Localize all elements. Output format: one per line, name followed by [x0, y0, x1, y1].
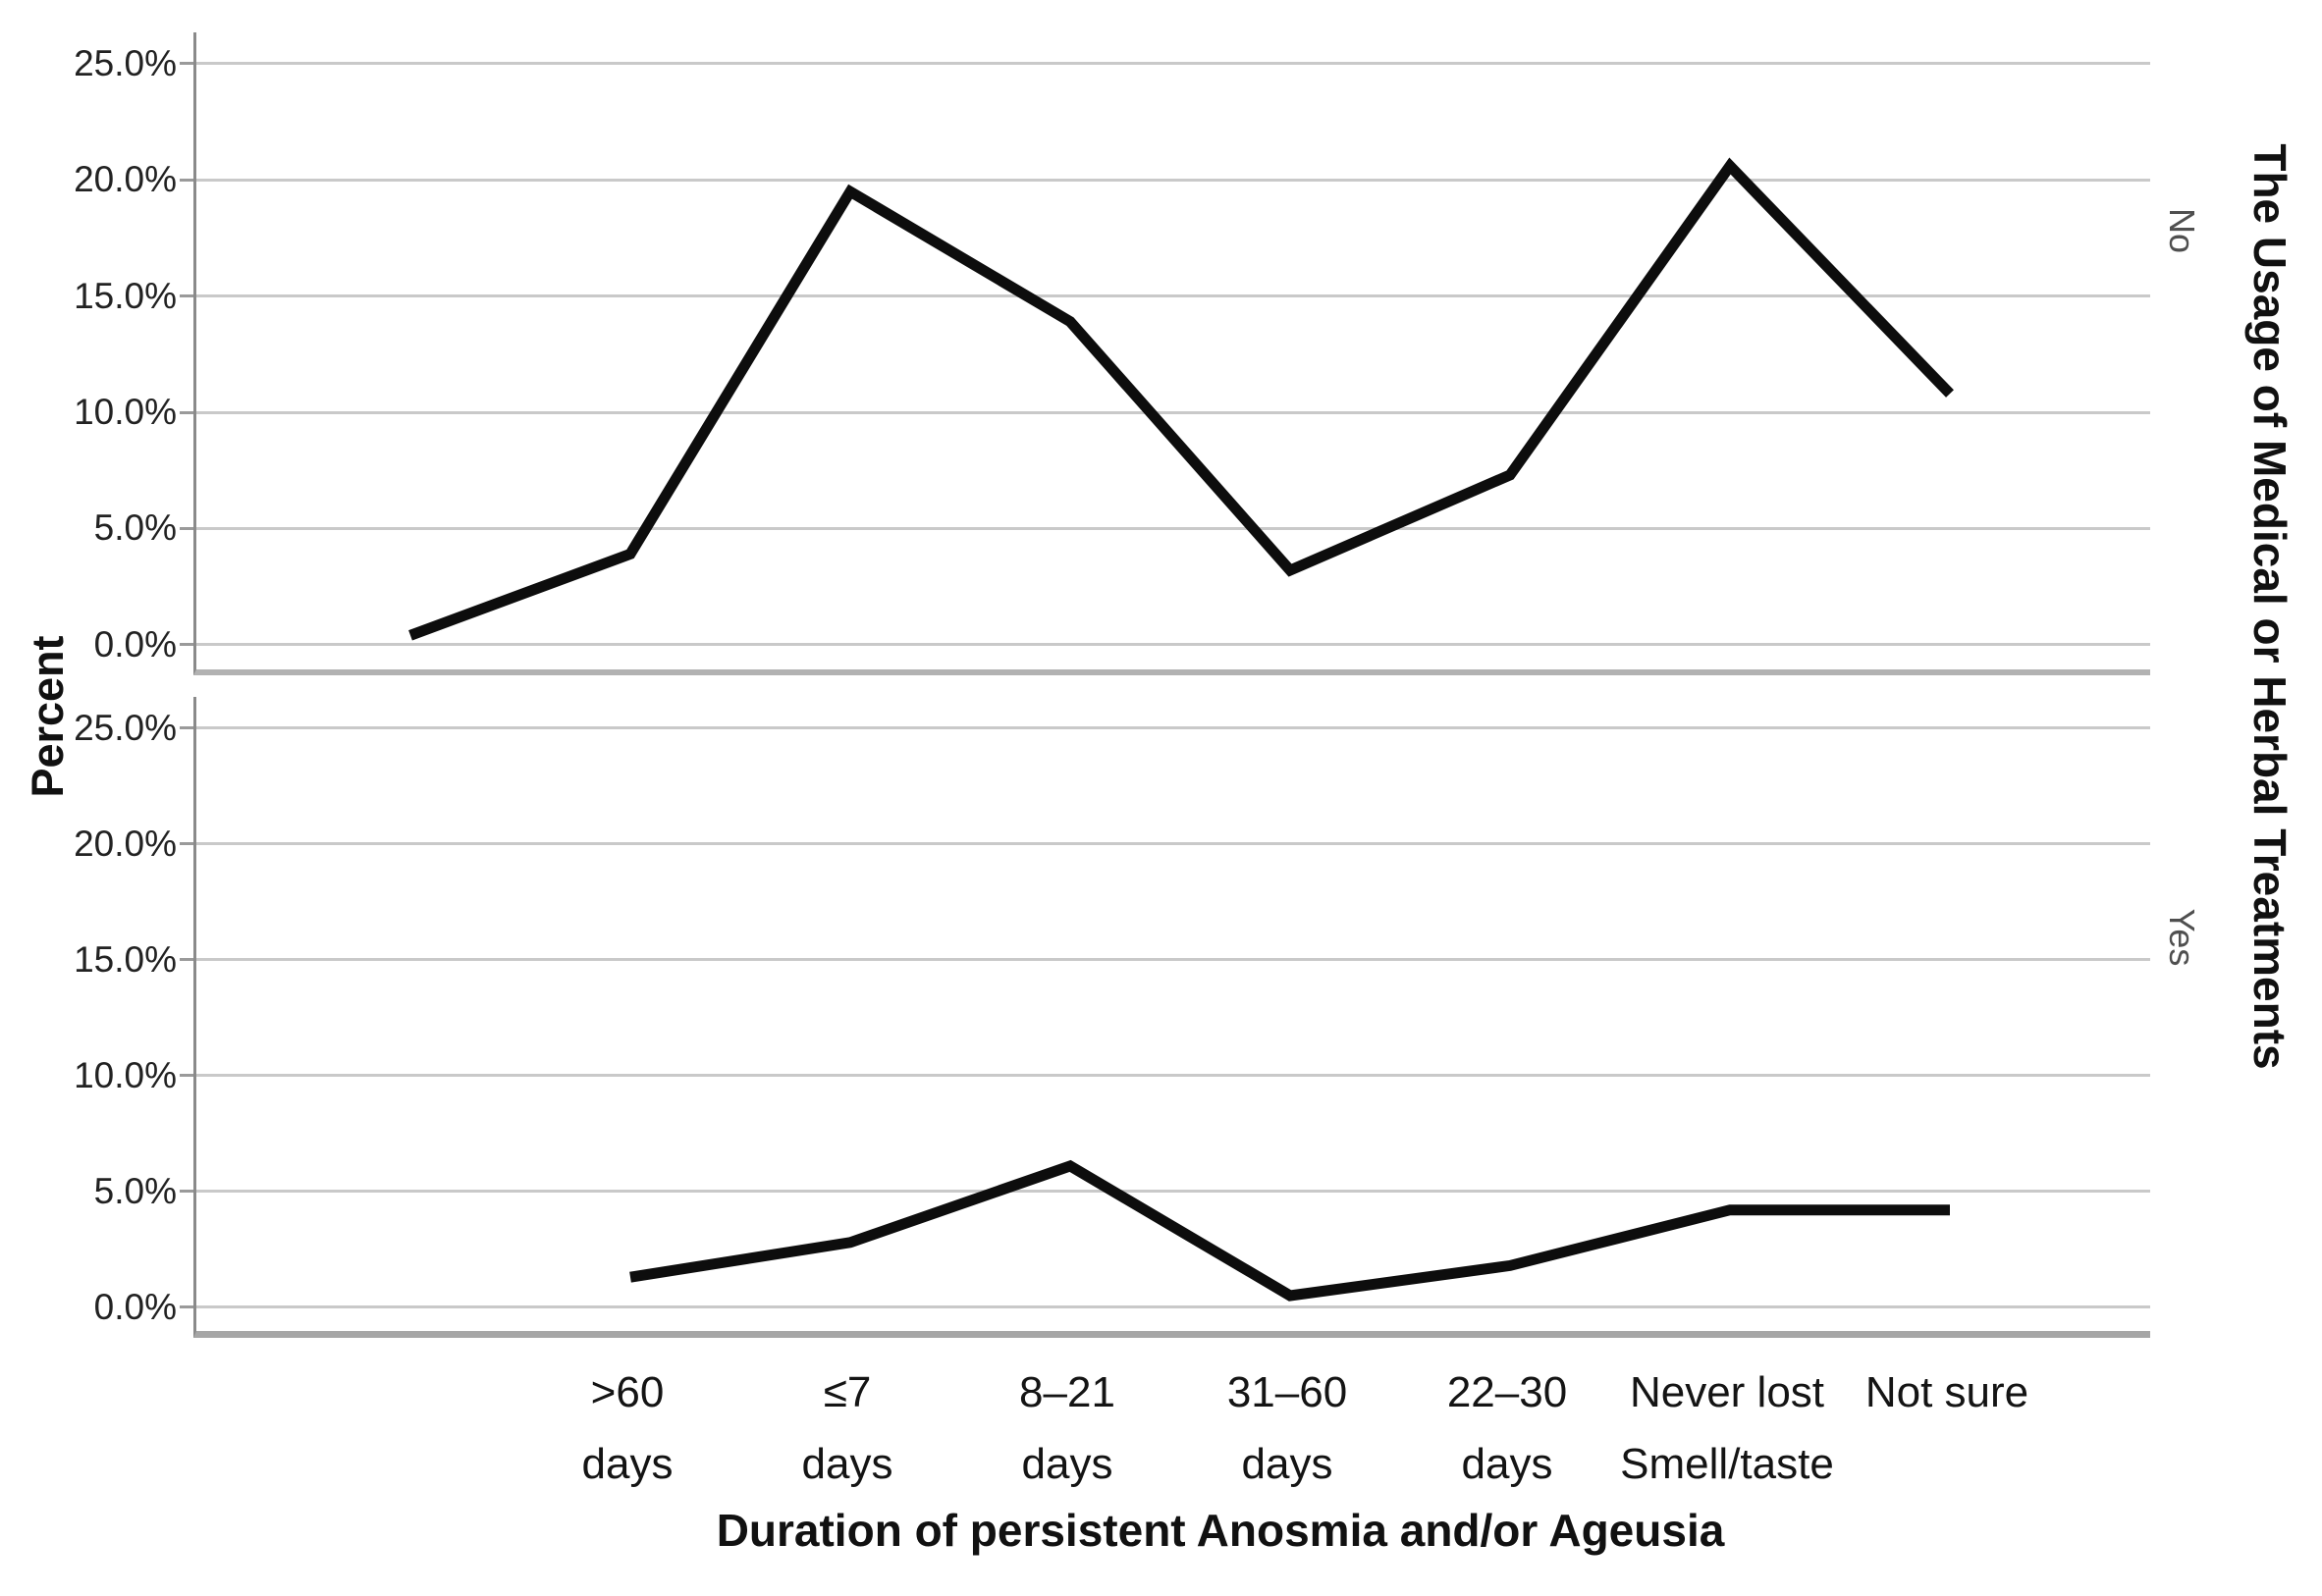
y-tick-label: 20.0%	[74, 159, 177, 200]
panel-yes: 25.0% 20.0% 15.0% 10.0% 5.0% 0.0%	[74, 697, 2150, 1338]
gridline-20.0%	[196, 842, 2150, 846]
line-plot-area-yes	[629, 1159, 1950, 1302]
series-line-no	[408, 157, 1954, 641]
y-tick-label: 0.0%	[93, 1286, 177, 1327]
y-axis-tick	[180, 842, 193, 846]
gridline-15.0%	[196, 958, 2150, 962]
y-tick-label: 5.0%	[93, 1170, 177, 1211]
gridline-0.0%	[196, 643, 2150, 647]
x-category-label: 22–30 days	[1350, 1357, 1664, 1500]
y-axis-tick	[180, 643, 193, 647]
y-tick-label: 10.0%	[74, 1054, 177, 1095]
y-tick-label: 15.0%	[74, 938, 177, 980]
x-category-label-line1: >60	[590, 1368, 665, 1416]
x-category-label: Not sure	[1790, 1357, 2104, 1428]
panel-label-no: No	[2162, 207, 2202, 254]
y-axis-tick	[180, 1074, 193, 1078]
y-axis-tick	[180, 526, 193, 530]
x-category-label-line1: 22–30	[1446, 1368, 1568, 1416]
x-category-label-line2: days	[1021, 1440, 1113, 1488]
y-axis-tick	[180, 62, 193, 66]
panel-label-yes: Yes	[2162, 908, 2202, 967]
y-tick-label: 25.0%	[74, 707, 177, 748]
gridline-10.0%	[196, 1074, 2150, 1078]
gridline-15.0%	[196, 294, 2150, 298]
x-category-label-line2: days	[581, 1440, 674, 1488]
panel-no: 25.0% 20.0% 15.0% 10.0% 5.0% 0.0%	[74, 32, 2150, 675]
x-category-label-line1: 31–60	[1226, 1368, 1348, 1416]
x-category-label-line2: days	[1241, 1440, 1333, 1488]
x-category-label-line2: days	[801, 1440, 893, 1488]
right-axis-title: The Usage of Medical or Herbal Treatment…	[2244, 143, 2295, 1070]
y-axis-tick	[180, 1190, 193, 1194]
gridline-10.0%	[196, 410, 2150, 414]
gridline-25.0%	[196, 726, 2150, 730]
line-plot-area-no	[408, 157, 1954, 641]
x-category-label-line1: 8–21	[1019, 1368, 1115, 1416]
series-line-yes	[629, 1159, 1950, 1302]
x-category-label: 31–60 days	[1130, 1357, 1444, 1500]
gridline-5.0%	[196, 1190, 2150, 1194]
y-tick-label: 25.0%	[74, 42, 177, 83]
gridline-5.0%	[196, 526, 2150, 530]
x-category-label-line2: days	[1461, 1440, 1553, 1488]
gridline-0.0%	[196, 1305, 2150, 1309]
y-axis-tick	[180, 294, 193, 298]
x-category-label-line2: Smell/taste	[1620, 1440, 1834, 1488]
x-category-label-line1: Not sure	[1864, 1368, 2029, 1416]
x-category-label: ≤7 days	[690, 1357, 1004, 1500]
x-category-label-line1: Never lost	[1629, 1368, 1825, 1416]
y-tick-label: 5.0%	[93, 507, 177, 549]
y-axis-tick	[180, 726, 193, 730]
gridline-25.0%	[196, 62, 2150, 66]
x-axis-title: Duration of persistent Anosmia and/or Ag…	[716, 1505, 1725, 1556]
gridline-20.0%	[196, 178, 2150, 182]
x-category-label-line1: ≤7	[823, 1368, 872, 1416]
x-category-label: >60 days	[470, 1357, 784, 1500]
y-tick-label: 20.0%	[74, 823, 177, 864]
x-category-label: 8–21 days	[910, 1357, 1224, 1500]
y-axis-tick	[180, 178, 193, 182]
y-tick-label: 0.0%	[93, 623, 177, 665]
y-tick-label: 10.0%	[74, 392, 177, 433]
x-category-label: Never lost Smell/taste	[1570, 1357, 1884, 1500]
y-axis-tick	[180, 958, 193, 962]
y-axis-tick	[180, 410, 193, 414]
y-axis-tick	[180, 1305, 193, 1309]
y-tick-label: 15.0%	[74, 275, 177, 316]
